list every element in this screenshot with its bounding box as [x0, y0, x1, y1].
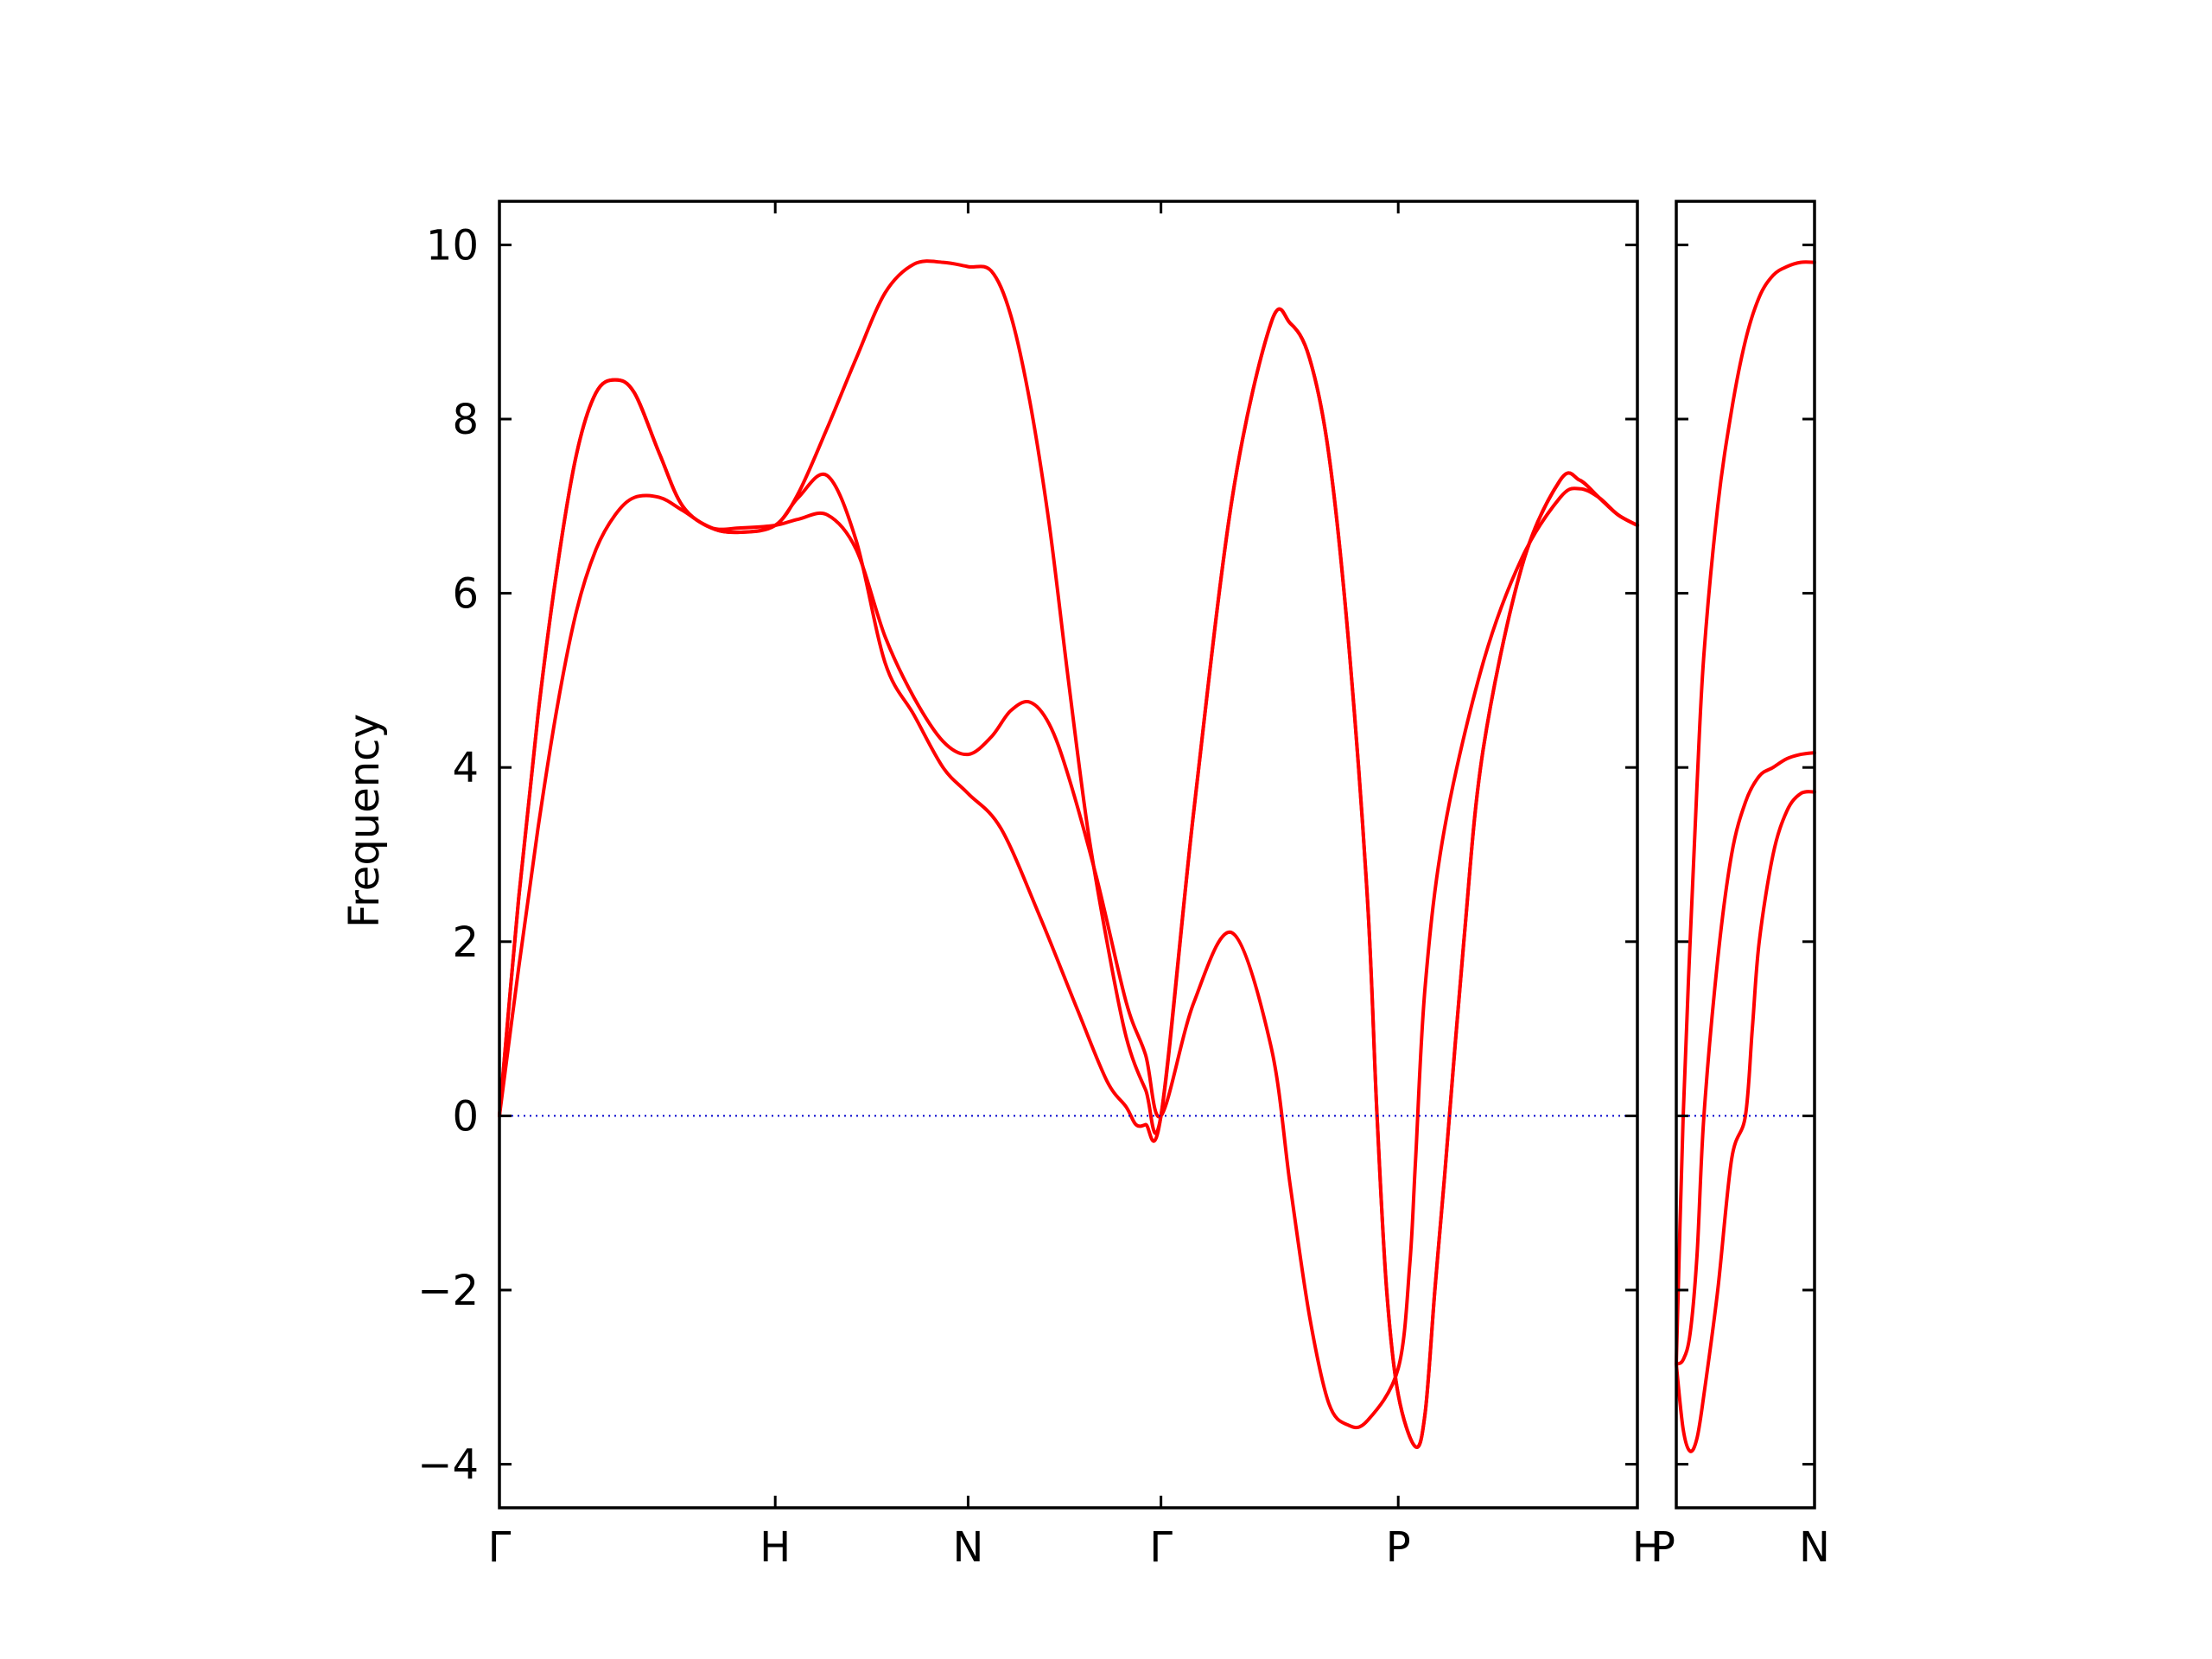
main-bands: [498, 259, 1639, 1449]
y-tick-label: 4: [452, 744, 479, 792]
main-band-3: [498, 259, 1639, 1449]
x-tick-label: N: [952, 1523, 983, 1572]
right-band-2: [1675, 790, 1816, 1453]
main-band-1: [498, 486, 1639, 1430]
right-bands: [1675, 260, 1816, 1453]
y-tick-label: 0: [452, 1092, 479, 1141]
y-tick-label: 6: [452, 570, 479, 619]
y-axis-label: Frequency: [340, 714, 389, 928]
y-tick-label: 10: [426, 221, 479, 270]
y-tick-label: −2: [417, 1267, 479, 1315]
x-tick-label: N: [1799, 1523, 1830, 1572]
main-plot-frame: [498, 200, 1639, 1510]
right-ticks: [1675, 201, 1816, 1508]
main-panel: [498, 200, 1639, 1510]
y-tick-labels: −4 −2 0 2 4 6 8 10: [417, 221, 479, 1489]
right-plot-frame: [1675, 200, 1816, 1510]
x-tick-label: P: [1650, 1523, 1675, 1572]
x-tick-label: H: [1632, 1523, 1663, 1572]
right-band-1: [1675, 751, 1816, 1366]
x-tick-label: Γ: [1149, 1523, 1173, 1572]
y-tick-label: −4: [417, 1441, 479, 1490]
right-band-3: [1675, 260, 1816, 1366]
y-tick-label: 2: [452, 918, 479, 967]
y-tick-label: 8: [452, 396, 479, 444]
right-panel: [1675, 200, 1816, 1510]
main-ticks: [498, 201, 1639, 1508]
x-tick-label: H: [760, 1523, 791, 1572]
x-tick-label: Γ: [488, 1523, 512, 1572]
x-tick-label: P: [1386, 1523, 1411, 1572]
x-tick-labels: Γ H N Γ P HP N: [488, 1523, 1830, 1572]
